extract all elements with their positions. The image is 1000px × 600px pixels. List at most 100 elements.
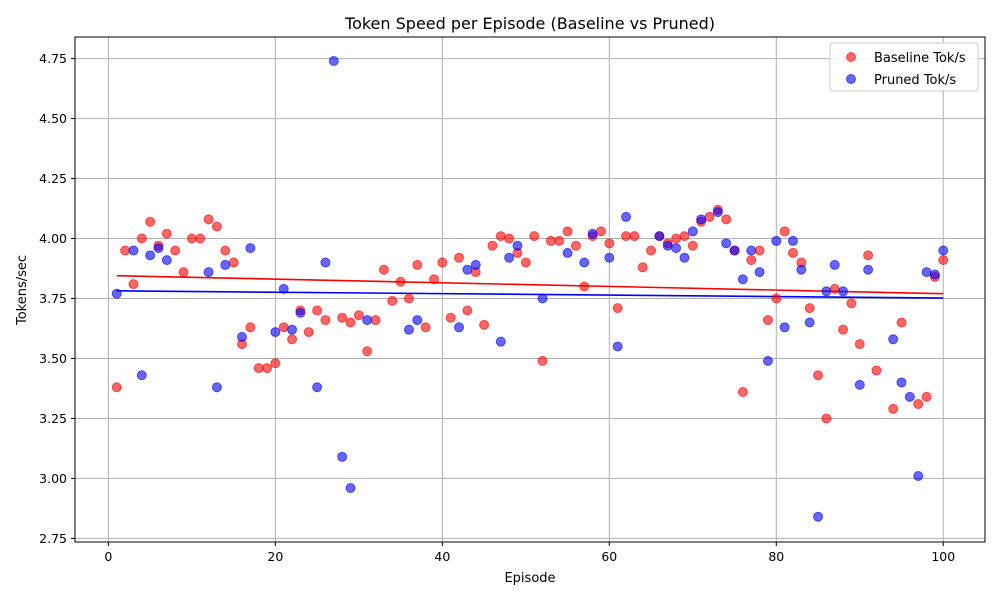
pruned-point xyxy=(237,332,246,341)
baseline-point xyxy=(546,236,555,245)
baseline-point xyxy=(530,232,539,241)
pruned-point xyxy=(622,212,631,221)
baseline-point xyxy=(455,253,464,262)
baseline-point xyxy=(338,313,347,322)
baseline-point xyxy=(939,256,948,265)
baseline-point xyxy=(346,318,355,327)
baseline-point xyxy=(288,335,297,344)
pruned-point xyxy=(288,325,297,334)
y-tick-label: 4.75 xyxy=(39,51,67,66)
baseline-point xyxy=(279,323,288,332)
pruned-point xyxy=(914,472,923,481)
baseline-point xyxy=(897,318,906,327)
y-tick-label: 4.00 xyxy=(39,231,67,246)
pruned-point xyxy=(455,323,464,332)
pruned-point xyxy=(463,265,472,274)
pruned-point xyxy=(162,256,171,265)
baseline-point xyxy=(705,212,714,221)
baseline-point xyxy=(580,282,589,291)
legend: Baseline Tok/s Pruned Tok/s xyxy=(830,43,978,91)
baseline-point xyxy=(463,306,472,315)
pruned-point xyxy=(496,337,505,346)
pruned-point xyxy=(697,215,706,224)
baseline-point xyxy=(446,313,455,322)
pruned-point xyxy=(404,325,413,334)
baseline-point xyxy=(146,217,155,226)
legend-label-pruned: Pruned Tok/s xyxy=(874,73,956,88)
baseline-point xyxy=(630,232,639,241)
pruned-point xyxy=(563,248,572,257)
pruned-point xyxy=(413,316,422,325)
pruned-point xyxy=(363,316,372,325)
baseline-point xyxy=(638,263,647,272)
pruned-point xyxy=(905,392,914,401)
pruned-point xyxy=(129,246,138,255)
baseline-point xyxy=(872,366,881,375)
baseline-point xyxy=(187,234,196,243)
pruned-point xyxy=(321,258,330,267)
baseline-point xyxy=(229,258,238,267)
pruned-point xyxy=(830,260,839,269)
x-tick-label: 60 xyxy=(601,549,617,564)
pruned-point xyxy=(805,318,814,327)
baseline-point xyxy=(429,275,438,284)
pruned-point xyxy=(738,275,747,284)
x-tick-label: 0 xyxy=(104,549,112,564)
baseline-point xyxy=(488,241,497,250)
baseline-point xyxy=(271,359,280,368)
baseline-point xyxy=(647,246,656,255)
y-tick-label: 3.00 xyxy=(39,471,67,486)
baseline-point xyxy=(805,304,814,313)
baseline-point xyxy=(413,260,422,269)
pruned-point xyxy=(772,236,781,245)
baseline-point xyxy=(404,294,413,303)
baseline-point xyxy=(521,258,530,267)
pruned-point xyxy=(212,383,221,392)
baseline-point xyxy=(162,229,171,238)
pruned-point xyxy=(747,246,756,255)
y-axis-label: Tokens/sec xyxy=(15,255,30,326)
x-tick-label: 100 xyxy=(931,549,955,564)
pruned-point xyxy=(580,258,589,267)
pruned-point xyxy=(329,56,338,65)
baseline-point xyxy=(680,232,689,241)
y-tick-label: 4.25 xyxy=(39,171,67,186)
baseline-point xyxy=(780,227,789,236)
legend-marker-pruned xyxy=(847,75,856,84)
baseline-point xyxy=(555,236,564,245)
baseline-point xyxy=(496,232,505,241)
baseline-point xyxy=(855,340,864,349)
pruned-point xyxy=(713,208,722,217)
baseline-point xyxy=(396,277,405,286)
baseline-point xyxy=(772,294,781,303)
pruned-point xyxy=(889,335,898,344)
pruned-point xyxy=(730,246,739,255)
baseline-point xyxy=(814,371,823,380)
baseline-point xyxy=(313,306,322,315)
pruned-point xyxy=(688,227,697,236)
pruned-point xyxy=(538,294,547,303)
pruned-point xyxy=(763,356,772,365)
baseline-point xyxy=(246,323,255,332)
pruned-point xyxy=(271,328,280,337)
baseline-point xyxy=(688,241,697,250)
y-tick-label: 2.75 xyxy=(39,531,67,546)
baseline-point xyxy=(388,296,397,305)
baseline-point xyxy=(137,234,146,243)
x-tick-label: 20 xyxy=(267,549,283,564)
pruned-point xyxy=(864,265,873,274)
baseline-point xyxy=(596,227,605,236)
x-tick-label: 80 xyxy=(768,549,784,564)
x-tick-label: 40 xyxy=(434,549,450,564)
baseline-point xyxy=(563,227,572,236)
baseline-point xyxy=(605,239,614,248)
pruned-point xyxy=(797,265,806,274)
baseline-point xyxy=(363,347,372,356)
baseline-point xyxy=(129,280,138,289)
baseline-point xyxy=(613,304,622,313)
pruned-point xyxy=(855,380,864,389)
baseline-point xyxy=(622,232,631,241)
pruned-point xyxy=(722,239,731,248)
x-axis-label: Episode xyxy=(504,571,555,586)
pruned-point xyxy=(939,246,948,255)
